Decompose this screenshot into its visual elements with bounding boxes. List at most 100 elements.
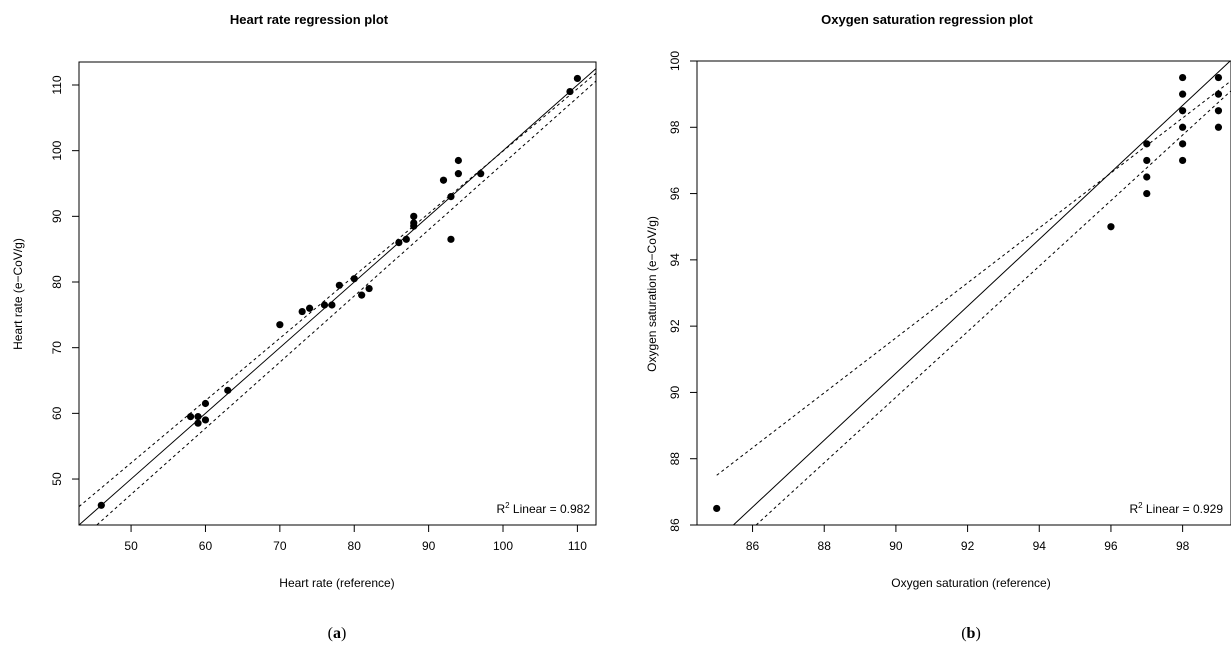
panel-open-paren: ( (328, 625, 333, 642)
y-tick-label: 50 (50, 472, 64, 486)
y-axis-ticks: 50 60 70 80 90 100 110 (50, 75, 79, 486)
data-point (1179, 140, 1187, 148)
regression-line (732, 61, 1231, 525)
data-point (1143, 173, 1151, 181)
x-tick-label: 90 (889, 539, 903, 553)
r-squared-annotation: R2 Linear = 0.982 (496, 501, 590, 516)
x-tick-label: 86 (746, 539, 760, 553)
data-point (365, 284, 373, 293)
panel-label: (b) (961, 625, 981, 642)
y-axis-label: Oxygen saturation (e−CoV/g) (645, 216, 659, 372)
data-points (713, 73, 1223, 513)
heart-rate-panel: Heart rate regression plot 50 60 70 80 90 100… (11, 12, 597, 642)
data-point (201, 416, 210, 424)
y-tick-label: 90 (668, 385, 682, 399)
data-point (358, 291, 366, 299)
data-point (320, 301, 329, 309)
data-point (328, 301, 336, 309)
y-tick-label: 96 (668, 187, 682, 201)
panel-label: (a) (328, 625, 347, 642)
plot-frame (78, 61, 597, 526)
data-point (1179, 73, 1187, 82)
chart-title: Oxygen saturation regression plot (821, 12, 1033, 27)
x-tick-label: 98 (1176, 539, 1190, 553)
data-point (276, 321, 284, 329)
data-point (573, 74, 582, 83)
x-axis-ticks: 86 88 90 92 94 96 98 (746, 525, 1190, 553)
y-tick-label: 90 (50, 209, 64, 223)
data-point (224, 386, 232, 394)
y-tick-label: 98 (668, 120, 682, 134)
r-squared-exponent: 2 (1138, 501, 1143, 510)
data-point (97, 501, 105, 509)
y-tick-label: 92 (668, 319, 682, 333)
y-tick-label: 88 (668, 452, 682, 466)
data-point (1143, 140, 1151, 148)
x-tick-label: 60 (199, 539, 213, 553)
data-point (1214, 73, 1223, 82)
plot-frame (696, 60, 1231, 526)
data-points (97, 74, 582, 509)
r-squared-annotation: R2 Linear = 0.929 (1129, 501, 1223, 516)
confidence-band-lower (95, 80, 596, 525)
x-tick-label: 50 (124, 539, 138, 553)
chart-title: Heart rate regression plot (230, 12, 389, 27)
data-point (410, 222, 418, 230)
data-point (439, 176, 448, 184)
data-point (1179, 123, 1187, 131)
data-point (447, 235, 455, 243)
data-point (1179, 156, 1187, 165)
data-point (477, 170, 485, 178)
data-point (186, 413, 195, 421)
data-point (1214, 107, 1223, 115)
x-tick-label: 100 (493, 539, 513, 553)
r-squared-value: Linear = 0.982 (510, 502, 591, 516)
y-tick-label: 86 (668, 518, 682, 532)
panel-letter: b (967, 625, 976, 642)
confidence-band-lower (755, 90, 1231, 525)
data-point (194, 419, 202, 427)
data-point (454, 156, 462, 165)
y-axis-ticks: 86 88 90 92 94 96 98 100 (668, 51, 697, 532)
data-point (194, 413, 202, 421)
y-axis-label: Heart rate (e−CoV/g) (11, 238, 25, 350)
data-point (454, 170, 462, 178)
data-point (1214, 123, 1223, 131)
data-point (335, 281, 343, 289)
panel-close-paren: ) (341, 625, 346, 642)
data-point (1214, 90, 1223, 98)
x-tick-label: 80 (348, 539, 362, 553)
data-point (447, 193, 455, 201)
data-point (350, 275, 358, 283)
oxygen-saturation-panel: Oxygen saturation regression plot 86 88 90… (645, 12, 1231, 642)
y-tick-label: 70 (50, 341, 64, 355)
data-point (566, 87, 574, 96)
data-point (1179, 90, 1187, 98)
confidence-band-upper (716, 80, 1231, 476)
r-squared-value: Linear = 0.929 (1143, 502, 1224, 516)
x-tick-label: 94 (1033, 539, 1047, 553)
data-point (306, 304, 314, 312)
r-squared-prefix: R (1129, 502, 1138, 516)
x-axis-ticks: 50 60 70 80 90 100 110 (124, 525, 587, 553)
panel-close-paren: ) (975, 625, 980, 642)
data-point (1143, 189, 1151, 198)
y-tick-label: 80 (50, 275, 64, 289)
regression-line (79, 68, 596, 525)
y-tick-label: 100 (668, 51, 682, 71)
plot-lines-and-points (713, 61, 1231, 525)
y-tick-label: 110 (50, 75, 64, 94)
panel-open-paren: ( (961, 625, 966, 642)
data-point (395, 239, 403, 247)
x-tick-label: 96 (1104, 539, 1118, 553)
data-point (1179, 107, 1187, 115)
plot-lines-and-points (79, 68, 596, 525)
x-axis-label: Heart rate (reference) (279, 576, 394, 590)
data-point (1143, 156, 1151, 165)
y-tick-label: 94 (668, 253, 682, 267)
confidence-band-upper (79, 72, 596, 507)
r-squared-prefix: R (496, 502, 505, 516)
data-point (298, 307, 306, 316)
data-point (713, 504, 721, 513)
